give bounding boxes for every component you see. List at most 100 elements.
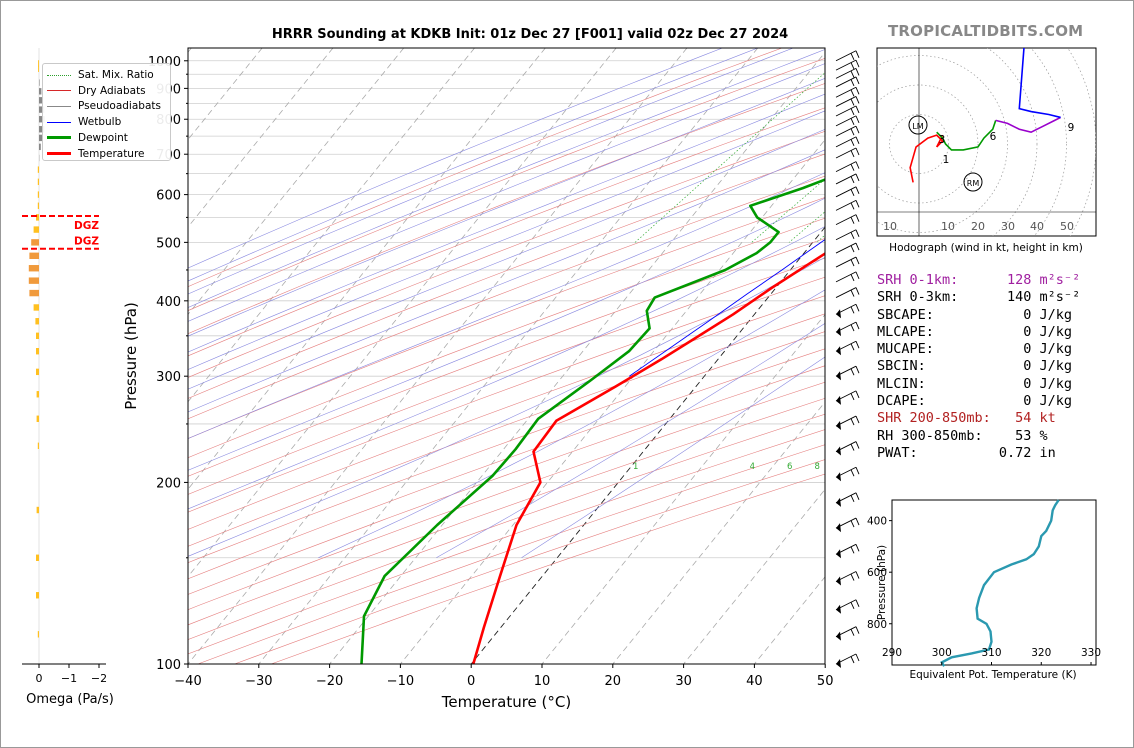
theta-e-x-label: 290 — [882, 647, 902, 659]
wind-barb — [835, 303, 860, 319]
mixing-ratio-label: 8 — [814, 462, 819, 472]
mixing-ratio-label: 13 — [863, 462, 874, 472]
storm-motion-marker — [908, 115, 928, 135]
wind-barb — [835, 186, 860, 198]
site-brand-watermark: TROPICALTIDBITS.COM — [888, 22, 1084, 40]
y-tick-label: 200 — [156, 476, 181, 491]
chart-title: HRRR Sounding at KDKB Init: 01z Dec 27 [… — [271, 27, 789, 42]
pseudoadiabat — [188, 93, 825, 353]
pseudoadiabat — [188, 48, 794, 295]
dry-adiabat — [188, 153, 825, 399]
omega-bar — [35, 318, 39, 325]
omega-bar — [37, 202, 39, 209]
pseudoadiabat — [436, 323, 825, 559]
theta-e-y-label: 600 — [867, 567, 887, 579]
hodograph-0-1km — [909, 134, 944, 183]
omega-bar — [28, 265, 39, 272]
wind-barb — [835, 365, 860, 381]
hodograph-tick-label: 20 — [971, 220, 985, 233]
wind-barb — [835, 229, 860, 241]
wind-barb — [835, 115, 860, 127]
wind-barb — [835, 653, 860, 668]
parameter-row: MLCAPE: 0 J/kg — [877, 323, 1073, 340]
wind-barb — [835, 287, 860, 298]
mixing-ratio-label: 24 — [926, 462, 937, 472]
pseudoadiabat — [188, 110, 825, 370]
x-tick-label: −30 — [245, 674, 272, 689]
omega-tick-label: 0 — [36, 672, 43, 685]
pseudoadiabat — [188, 226, 825, 510]
omega-bar — [37, 442, 39, 449]
wind-barb — [835, 59, 860, 71]
x-tick-label: 0 — [467, 674, 475, 689]
wind-barb — [835, 390, 860, 405]
dry-adiabat — [188, 331, 825, 563]
parameter-row: RH 300-850mb: 53 % — [877, 427, 1048, 444]
omega-bar — [33, 226, 39, 233]
x-axis-label: Temperature (°C) — [441, 693, 571, 711]
legend-item: Dewpoint — [47, 130, 128, 146]
dry-adiabat — [188, 276, 825, 513]
mixing-ratio-line — [751, 178, 825, 243]
parameter-row: MLCIN: 0 J/kg — [877, 375, 1073, 392]
theta-e-y-axis-label: Pressure (hPa) — [876, 545, 888, 620]
theta-e-x-label: 330 — [1081, 647, 1101, 659]
omega-bar — [39, 106, 45, 113]
profile-dewpoint — [360, 178, 825, 664]
parameter-row: SBCIN: 0 J/kg — [877, 358, 1073, 375]
omega-bar — [36, 391, 39, 398]
wind-barb — [835, 571, 860, 586]
dry-adiabat — [188, 295, 825, 530]
isotherm-line — [188, 48, 475, 403]
mixing-ratio-label: 10 — [836, 462, 847, 472]
parameter-row: DCAPE: 0 J/kg — [877, 393, 1073, 410]
omega-bar — [28, 277, 39, 284]
pseudoadiabat — [188, 48, 758, 282]
wind-barb — [835, 441, 860, 456]
legend-item: Dry Adiabats — [47, 83, 146, 99]
mixing-ratio-line — [634, 72, 825, 243]
wind-barb — [835, 256, 860, 268]
x-tick-label: 10 — [534, 674, 551, 689]
skewt-plot-area: 1 4 6 8 10 13 16 20 24 30 36 — [188, 48, 962, 664]
hodograph-tick-label: 40 — [1030, 220, 1044, 233]
wind-barb — [835, 517, 860, 533]
legend-swatch — [47, 74, 71, 76]
isotherm-line — [188, 48, 688, 664]
hodograph-annotation: 3 — [939, 134, 946, 146]
mixing-ratio-label: 30 — [951, 462, 962, 472]
x-tick-label: −10 — [387, 674, 414, 689]
legend-item: Temperature — [47, 146, 145, 162]
sounding-parameters: SRH 0-1km: 128 m²s⁻² SRH 0-3km: 140 m²s⁻²… — [877, 272, 1080, 462]
omega-bar — [36, 415, 39, 422]
hodograph-3-6km — [936, 120, 997, 151]
omega-bar — [36, 214, 39, 221]
isotherm-line — [188, 48, 617, 578]
omega-bar — [37, 178, 39, 186]
hodograph-annotation: RM — [967, 179, 980, 188]
hodograph-tick-label: 10 — [941, 220, 955, 233]
hodograph-ring — [889, 114, 949, 174]
dry-adiabat — [188, 313, 825, 547]
omega-bar — [38, 65, 39, 72]
omega-bar — [33, 304, 39, 311]
omega-bar — [36, 554, 39, 561]
wind-barb — [835, 466, 860, 482]
hodograph-caption: Hodograph (wind in kt, height in km) — [889, 242, 1083, 254]
pseudoadiabat — [188, 197, 825, 471]
omega-bar — [29, 252, 39, 260]
x-tick-label: −20 — [316, 674, 343, 689]
pseudoadiabat — [521, 356, 825, 559]
dry-adiabat — [188, 238, 825, 477]
y-tick-label: 500 — [156, 236, 181, 251]
isotherm-line — [541, 313, 825, 664]
hodograph-6-9km — [995, 116, 1061, 134]
legend-label: Dry Adiabats — [78, 84, 146, 97]
isotherm-line — [258, 48, 759, 664]
legend-swatch — [47, 90, 71, 92]
wind-barb — [835, 242, 860, 254]
omega-bar — [36, 592, 39, 599]
wind-barb — [835, 492, 860, 507]
dry-adiabat — [188, 365, 825, 595]
mixing-ratio-label: 16 — [884, 462, 895, 472]
